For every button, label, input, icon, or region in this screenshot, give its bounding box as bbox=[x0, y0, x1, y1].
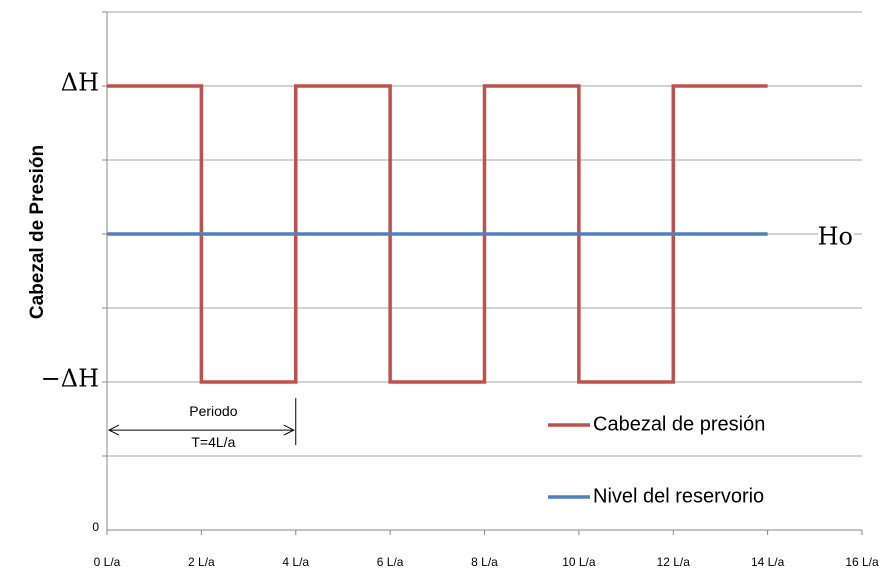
x-tick-label: 2 L/a bbox=[188, 555, 215, 569]
x-tick-label: 16 L/a bbox=[845, 555, 879, 569]
x-tick-label: 6 L/a bbox=[377, 555, 404, 569]
annotation-text: T=4L/a bbox=[191, 434, 235, 450]
x-tick-label: 14 L/a bbox=[751, 555, 785, 569]
x-tick-label: 0 L/a bbox=[94, 555, 121, 569]
series-line bbox=[107, 84, 768, 384]
annotation-text: Periodo bbox=[189, 403, 237, 419]
x-tick-label: 8 L/a bbox=[471, 555, 498, 569]
y-tick-label: ΔH bbox=[61, 69, 99, 97]
legend-label: Nivel del reservorio bbox=[593, 485, 764, 507]
x-tick-label: 4 L/a bbox=[282, 555, 309, 569]
y-axis-label: Cabezal de Presión bbox=[27, 145, 48, 319]
arrow-head bbox=[283, 424, 295, 436]
x-tick-label: 12 L/a bbox=[657, 555, 691, 569]
legend-label: Cabezal de presión bbox=[593, 413, 765, 435]
x-tick-label: 10 L/a bbox=[562, 555, 596, 569]
y-tick-label: −ΔH bbox=[41, 365, 99, 393]
arrow-head bbox=[107, 424, 120, 436]
end-label: Ho bbox=[818, 223, 853, 251]
y-tick-label: 0 bbox=[92, 520, 99, 534]
